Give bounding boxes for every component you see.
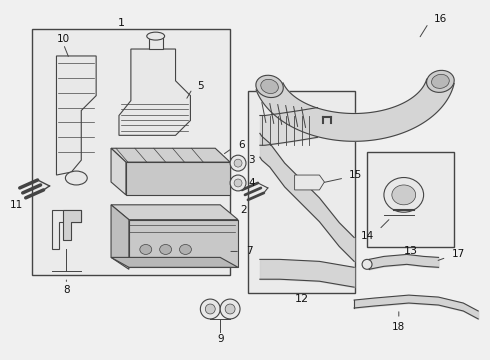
Polygon shape [111, 205, 238, 220]
Ellipse shape [261, 79, 278, 94]
Ellipse shape [432, 75, 449, 89]
Text: 15: 15 [349, 170, 363, 180]
Circle shape [230, 175, 246, 191]
Text: 2: 2 [241, 205, 247, 215]
Circle shape [234, 159, 242, 167]
Polygon shape [111, 205, 129, 269]
Text: 18: 18 [392, 322, 405, 332]
Polygon shape [129, 220, 238, 267]
Text: 11: 11 [10, 200, 24, 210]
Text: 5: 5 [197, 81, 204, 91]
Ellipse shape [160, 244, 172, 255]
FancyBboxPatch shape [248, 91, 355, 293]
Ellipse shape [427, 70, 454, 93]
Circle shape [225, 304, 235, 314]
Circle shape [220, 299, 240, 319]
Text: 12: 12 [294, 294, 309, 304]
Text: 7: 7 [246, 247, 253, 256]
Polygon shape [63, 210, 81, 239]
Text: 16: 16 [434, 14, 447, 24]
Polygon shape [111, 148, 126, 195]
Text: 6: 6 [238, 140, 245, 150]
Polygon shape [111, 148, 230, 162]
FancyBboxPatch shape [32, 29, 230, 275]
Polygon shape [51, 210, 81, 249]
Circle shape [362, 260, 372, 269]
Circle shape [200, 299, 220, 319]
Text: 13: 13 [404, 247, 417, 256]
Polygon shape [149, 36, 163, 49]
Ellipse shape [256, 75, 283, 98]
Circle shape [230, 155, 246, 171]
Text: 3: 3 [248, 155, 255, 165]
Text: 10: 10 [57, 34, 70, 44]
Text: 14: 14 [361, 230, 374, 240]
Ellipse shape [392, 185, 416, 205]
Ellipse shape [179, 244, 192, 255]
Polygon shape [126, 162, 230, 195]
Polygon shape [256, 79, 454, 141]
Ellipse shape [65, 171, 87, 185]
Circle shape [205, 304, 215, 314]
Ellipse shape [384, 177, 424, 212]
Text: 4: 4 [248, 178, 255, 188]
Polygon shape [111, 257, 238, 267]
FancyBboxPatch shape [367, 152, 454, 247]
Ellipse shape [140, 244, 152, 255]
Polygon shape [294, 175, 324, 190]
Text: 1: 1 [118, 18, 124, 28]
Text: 17: 17 [451, 249, 465, 260]
Polygon shape [119, 49, 191, 135]
Ellipse shape [147, 32, 165, 40]
Circle shape [234, 179, 242, 187]
Text: 8: 8 [63, 285, 70, 295]
Polygon shape [56, 56, 96, 175]
Text: 9: 9 [217, 334, 223, 344]
